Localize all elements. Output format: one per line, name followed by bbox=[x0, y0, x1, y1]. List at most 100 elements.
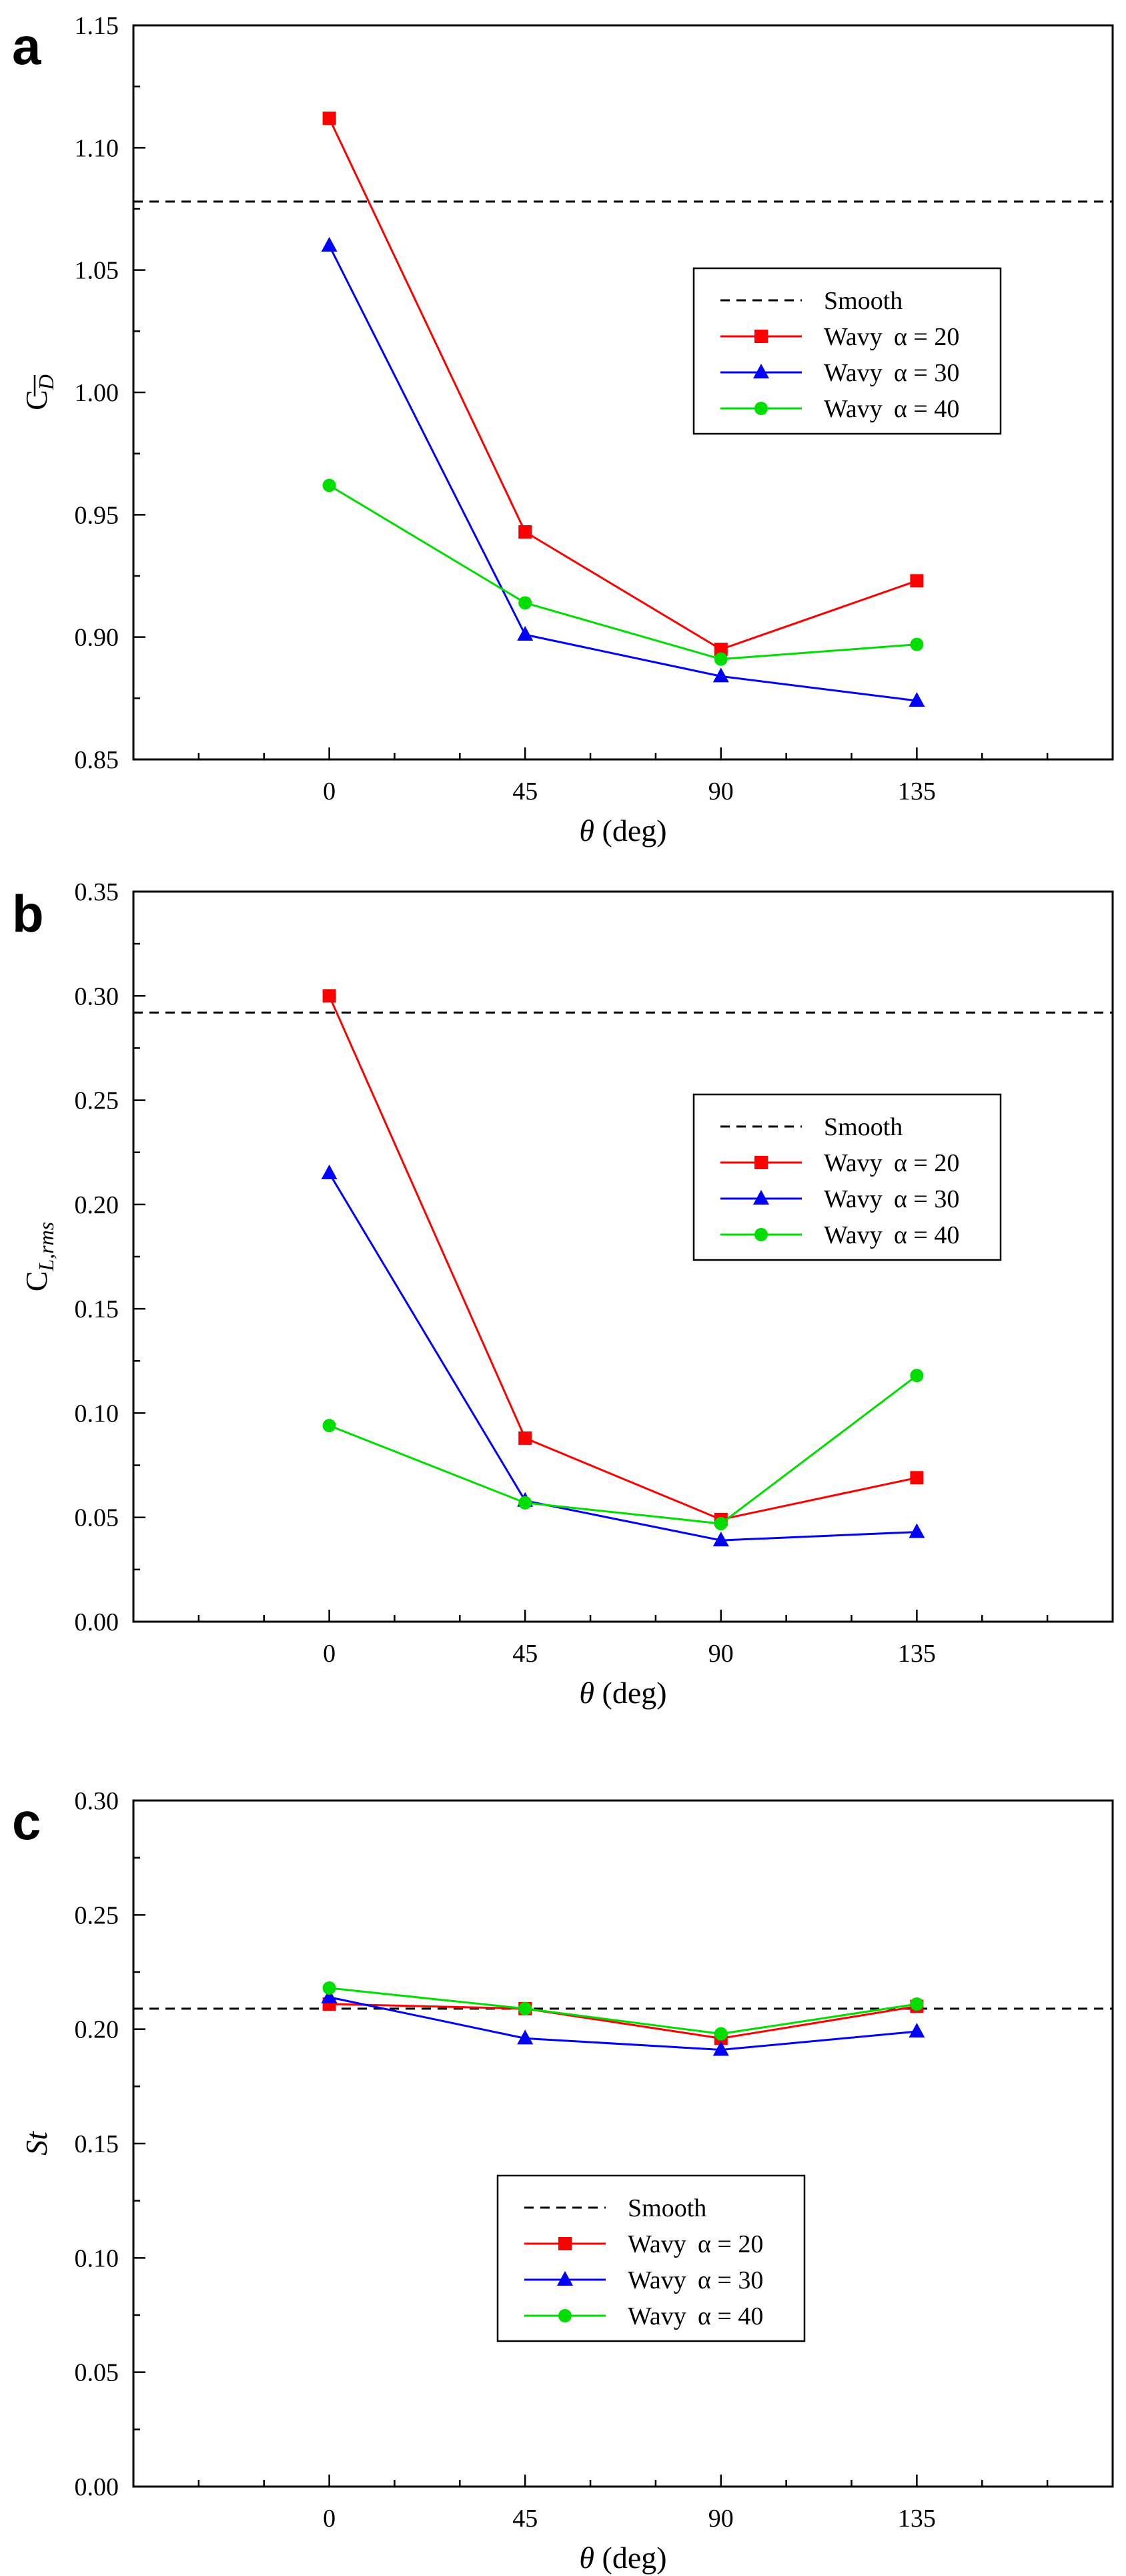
y-tick-label: 0.00 bbox=[75, 2473, 119, 2501]
data-point-triangle bbox=[321, 1988, 338, 2003]
y-tick-label: 0.15 bbox=[75, 2130, 119, 2158]
data-point-square bbox=[322, 989, 336, 1003]
data-point-square bbox=[518, 1431, 532, 1445]
y-axis-label: CL,rms bbox=[19, 1222, 58, 1292]
y-tick-label: 0.25 bbox=[75, 1901, 119, 1929]
x-tick-label: 0 bbox=[323, 1640, 336, 1668]
y-tick-label: 0.30 bbox=[75, 982, 119, 1010]
legend-box bbox=[692, 267, 1002, 435]
x-tick-label: 45 bbox=[512, 777, 538, 806]
series-line-circle bbox=[329, 1374, 918, 1525]
data-point-square bbox=[910, 1471, 924, 1485]
y-tick-label: 0.15 bbox=[75, 1295, 119, 1323]
data-point-square bbox=[714, 643, 728, 656]
legend-marker-circle bbox=[754, 402, 768, 415]
y-tick-label: 0.85 bbox=[75, 746, 119, 774]
x-tick-label: 135 bbox=[898, 777, 936, 806]
y-tick-label: 1.15 bbox=[75, 12, 119, 40]
panel-letter: c bbox=[12, 1792, 41, 1851]
y-axis-label: St bbox=[19, 2131, 53, 2156]
y-tick-label: 0.90 bbox=[75, 624, 119, 652]
data-point-triangle bbox=[909, 692, 925, 707]
y-tick-label: 0.20 bbox=[75, 1191, 119, 1219]
y-tick-label: 0.35 bbox=[75, 878, 119, 906]
legend-marker-triangle bbox=[753, 364, 769, 378]
x-tick-label: 90 bbox=[708, 777, 734, 806]
y-tick-label: 1.00 bbox=[75, 379, 119, 407]
legend-marker-square bbox=[754, 330, 768, 343]
data-point-triangle bbox=[712, 1532, 729, 1547]
data-point-circle bbox=[322, 1419, 336, 1433]
x-axis-label: θ (deg) bbox=[579, 814, 666, 848]
panel-c: c 0 45 90 135 0.00 0.05 0.10 0.15 0.20 0.25 0.30 θ (… bbox=[12, 1787, 1114, 2575]
x-tick-label: 0 bbox=[323, 2505, 336, 2533]
data-point-circle bbox=[518, 596, 532, 610]
data-point-square bbox=[518, 525, 532, 539]
series-line-triangle bbox=[329, 1996, 917, 2051]
legend-label: Wavy α = 40 bbox=[824, 395, 959, 423]
data-point-triangle bbox=[712, 667, 729, 683]
data-point-circle bbox=[322, 478, 336, 493]
legend-marker-triangle bbox=[753, 1190, 769, 1205]
legend-box bbox=[496, 2174, 806, 2342]
x-tick-label: 0 bbox=[323, 777, 336, 806]
panel-a: a 0 45 90 135 0.85 0.90 0.95 1.00 1.05 1.10 1.15 θ (… bbox=[12, 12, 1114, 848]
data-point-circle bbox=[518, 2001, 532, 2015]
series-line-triangle bbox=[328, 1173, 917, 1542]
series-line-square bbox=[329, 2003, 917, 2039]
y-tick-label: 0.10 bbox=[75, 2244, 119, 2272]
legend-label: Wavy α = 40 bbox=[824, 1221, 959, 1249]
legend-label: Wavy α = 30 bbox=[824, 359, 959, 387]
y-tick-label: 0.10 bbox=[75, 1399, 119, 1427]
legend-marker-square bbox=[558, 2237, 572, 2250]
x-axis-label: θ (deg) bbox=[579, 1676, 666, 1710]
data-point-triangle bbox=[321, 1164, 338, 1179]
y-tick-label: 0.00 bbox=[75, 1608, 119, 1636]
legend-label: Smooth bbox=[628, 2194, 706, 2222]
panel-letter: a bbox=[12, 17, 41, 75]
x-tick-label: 135 bbox=[898, 1640, 936, 1668]
data-point-square bbox=[322, 111, 336, 125]
series-line-circle bbox=[328, 485, 917, 661]
y-tick-label: 0.05 bbox=[75, 2359, 119, 2387]
data-point-square bbox=[910, 574, 924, 588]
data-point-triangle bbox=[517, 626, 534, 641]
x-axis-label: θ (deg) bbox=[579, 2541, 666, 2575]
data-point-triangle bbox=[909, 2023, 925, 2038]
panel-letter: b bbox=[12, 884, 44, 943]
legend-marker-circle bbox=[754, 1228, 768, 1241]
data-point-circle bbox=[714, 652, 728, 666]
plot-frame bbox=[132, 1799, 1114, 2488]
data-point-circle bbox=[322, 1981, 336, 1995]
y-tick-label: 0.20 bbox=[75, 2016, 119, 2044]
panel-b: b 0 45 90 135 0.00 0.05 0.10 0.15 0.20 0.25 0.30 0.3… bbox=[12, 878, 1114, 1710]
legend-label: Smooth bbox=[824, 287, 903, 315]
x-tick-label: 90 bbox=[708, 1640, 734, 1668]
y-tick-label: 0.95 bbox=[75, 501, 119, 529]
data-point-circle bbox=[714, 2027, 728, 2041]
legend-marker-triangle bbox=[557, 2271, 573, 2286]
legend-label: Wavy α = 30 bbox=[628, 2266, 763, 2294]
y-tick-label: 1.05 bbox=[75, 257, 119, 285]
legend-marker-circle bbox=[558, 2309, 572, 2322]
legend-label: Smooth bbox=[824, 1113, 903, 1141]
y-tick-label: 0.25 bbox=[75, 1087, 119, 1115]
data-point-circle bbox=[910, 1369, 924, 1383]
legend-marker-square bbox=[754, 1156, 768, 1169]
data-point-triangle bbox=[321, 237, 338, 252]
data-point-circle bbox=[910, 637, 924, 651]
x-tick-label: 45 bbox=[512, 1640, 538, 1668]
y-tick-label: 0.30 bbox=[75, 1787, 119, 1815]
data-point-triangle bbox=[909, 1523, 925, 1538]
y-axis-label: CD bbox=[19, 374, 58, 410]
series-line-triangle bbox=[328, 245, 917, 702]
y-tick-label: 0.05 bbox=[75, 1504, 119, 1532]
series-line-square bbox=[328, 995, 917, 1521]
data-point-circle bbox=[910, 1997, 924, 2011]
data-point-circle bbox=[714, 1517, 728, 1531]
legend-label: Wavy α = 30 bbox=[824, 1185, 959, 1213]
data-point-circle bbox=[518, 1496, 532, 1510]
legend-label: Wavy α = 20 bbox=[824, 1149, 959, 1177]
data-point-triangle bbox=[517, 2029, 534, 2045]
